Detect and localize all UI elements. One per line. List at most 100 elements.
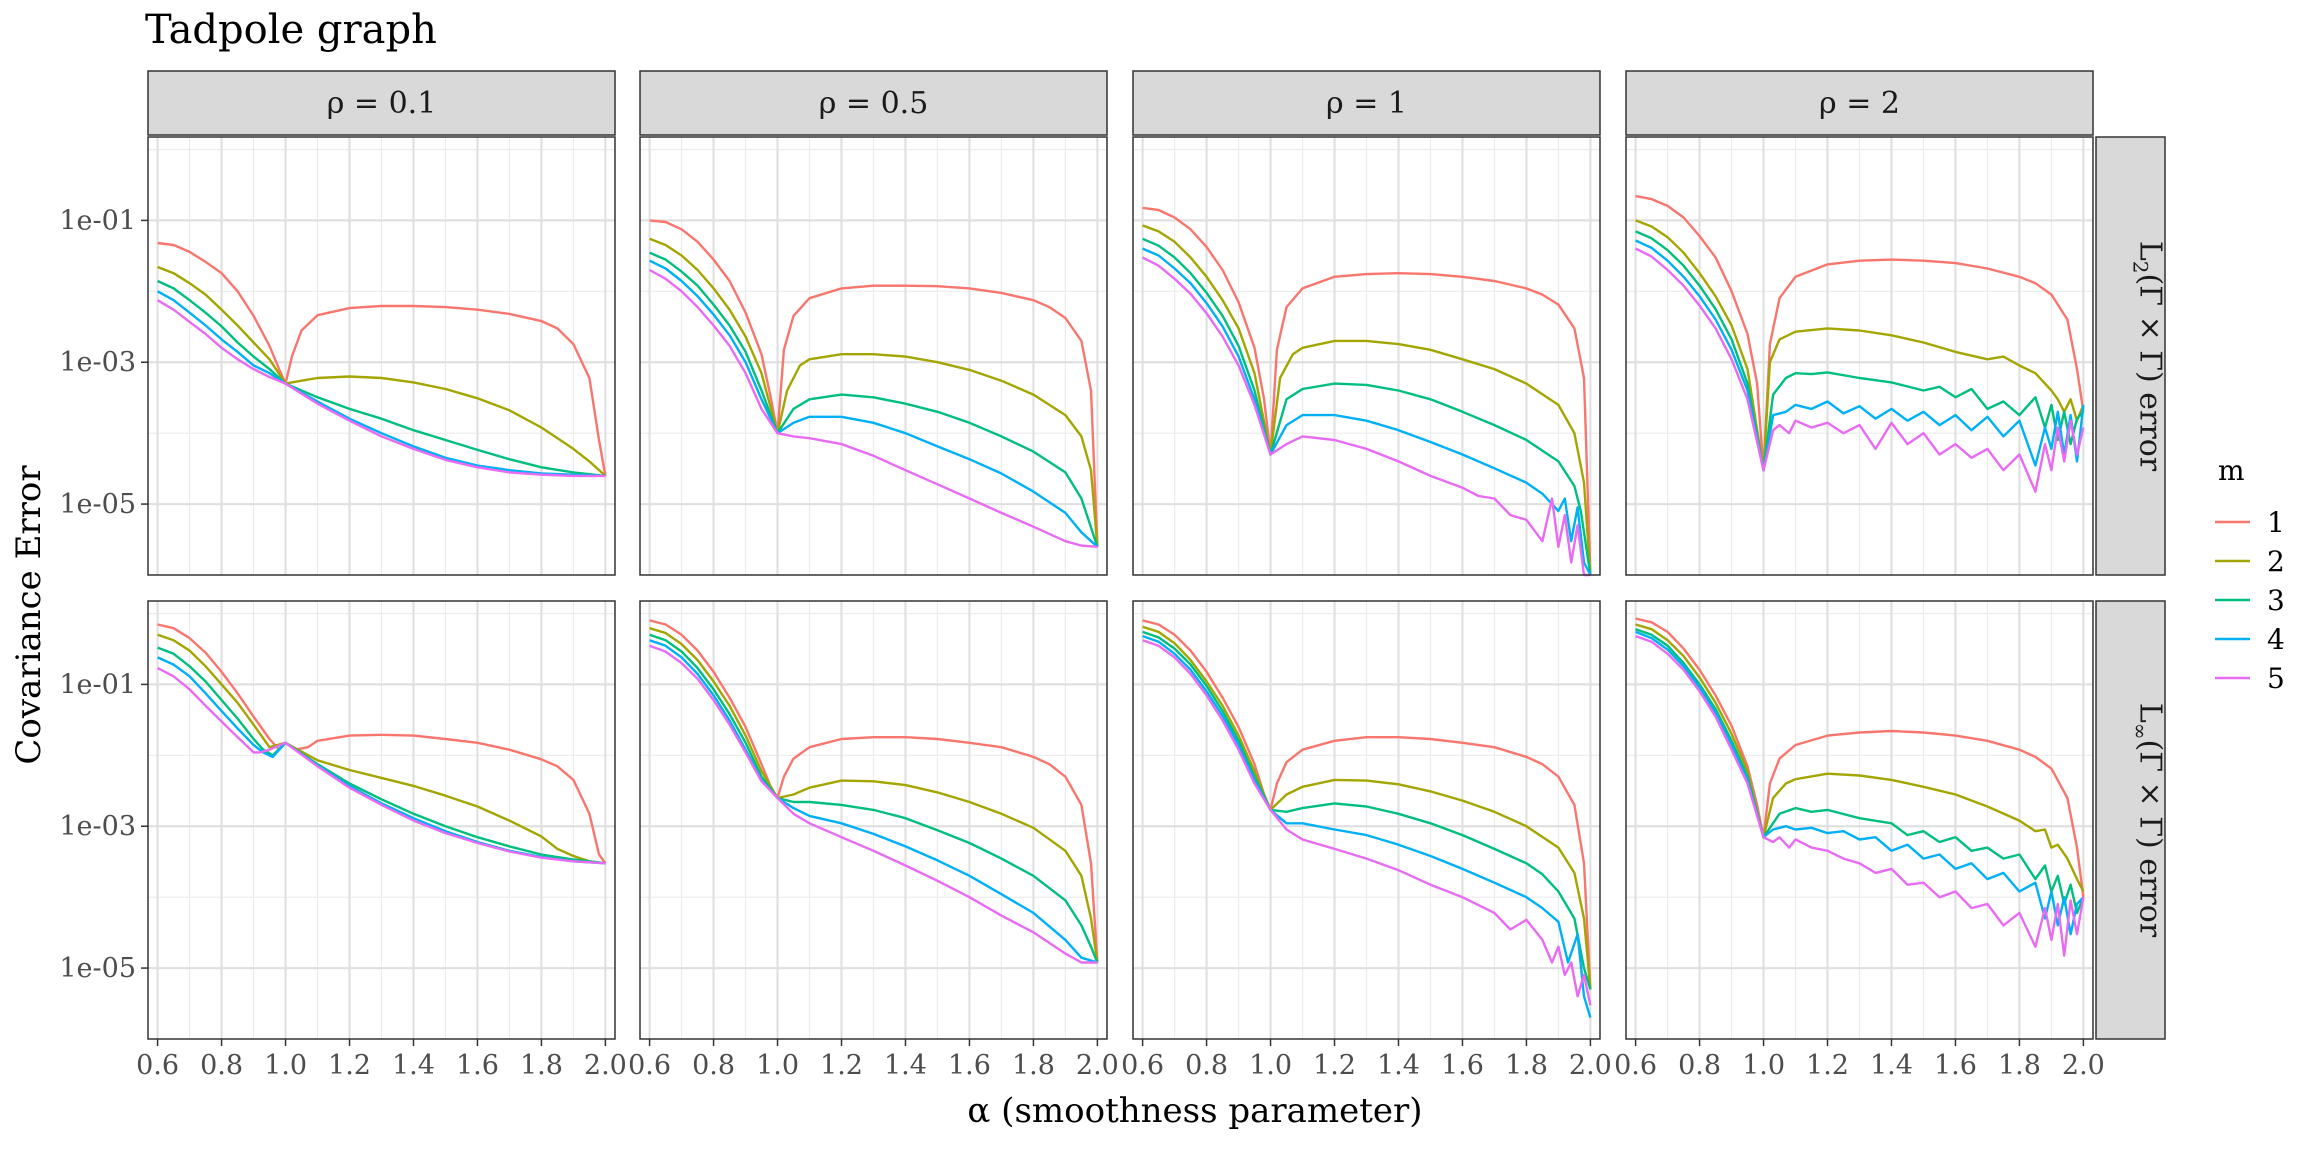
x-tick-label: 2.0 <box>584 1050 627 1081</box>
facet-grid: ρ = 0.1 ρ = 0.5 ρ = 1 ρ = 2 L2(Γ × Γ) error L… <box>59 70 2168 1081</box>
x-tick-label: 1.6 <box>456 1050 499 1081</box>
y-tick-label: 1e-01 <box>59 669 136 700</box>
x-tick-label: 1.8 <box>1998 1050 2041 1081</box>
facet-panel: 1e-01 1e-03 1e-05 0.6 0.8 1.0 1.2 1.4 1.6 1.8 2.0 <box>59 600 627 1081</box>
y-tick-label: 1e-03 <box>59 811 136 842</box>
x-tick-label: 0.8 <box>1185 1050 1228 1081</box>
panel-grid <box>1626 601 2093 1039</box>
series-line-m2 <box>1635 623 2085 893</box>
x-tick-label: 1.4 <box>884 1050 927 1081</box>
series-line-m2 <box>1142 625 1592 990</box>
facet-panel: 1e-01 1e-03 1e-05 <box>59 136 616 576</box>
panel-grid <box>640 137 1107 575</box>
x-tick-label: 0.6 <box>1121 1050 1164 1081</box>
series-line-m3 <box>1142 237 1592 576</box>
column-strip <box>1132 70 1601 136</box>
column-strip <box>147 70 616 136</box>
panel-border <box>147 136 616 576</box>
series-line-m1 <box>1635 194 2085 472</box>
column-strip <box>1625 70 2094 136</box>
series-line-m4 <box>649 259 1099 548</box>
x-tick-label: 0.8 <box>692 1050 735 1081</box>
legend-title: m <box>2218 454 2245 487</box>
x-tick-label: 1.2 <box>1806 1050 1849 1081</box>
series-line-m5 <box>156 299 606 478</box>
series-line-m4 <box>1635 239 2085 472</box>
panel-border <box>639 600 1108 1040</box>
series-line-m3 <box>157 279 606 478</box>
row-strip <box>2095 136 2166 576</box>
panel-border <box>1132 136 1601 576</box>
panel-grid <box>1133 137 1600 575</box>
x-tick-label: 1.2 <box>1313 1050 1356 1081</box>
series-line-m1 <box>649 619 1099 963</box>
series-line-m5 <box>1635 247 2085 493</box>
series-line-m3 <box>649 251 1099 548</box>
x-tick-label: 2.0 <box>2062 1050 2105 1081</box>
x-tick-label: 2.0 <box>1569 1050 1612 1081</box>
panel-border <box>1625 600 2094 1040</box>
column-strip-label: ρ = 0.5 <box>819 86 929 121</box>
column-strip-label: ρ = 1 <box>1326 86 1407 121</box>
facet-panel: 0.6 0.8 1.0 1.2 1.4 1.6 1.8 2.0 <box>1614 600 2105 1081</box>
series-line-m1 <box>649 219 1099 547</box>
series-line-m2 <box>157 633 606 865</box>
series-line-m4 <box>157 290 606 478</box>
y-axis-label: Covariance Error <box>9 465 49 765</box>
panel-grid <box>640 601 1107 1039</box>
x-tick-label: 0.6 <box>628 1050 671 1081</box>
x-tick-label: 1.0 <box>1742 1050 1785 1081</box>
series-line-m5 <box>649 644 1098 964</box>
column-strip <box>639 70 1108 136</box>
series-line-m1 <box>1142 206 1592 576</box>
x-tick-label: 1.8 <box>520 1050 563 1081</box>
facet-panel <box>1132 136 1601 577</box>
x-tick-label: 0.6 <box>1614 1050 1657 1081</box>
series-line-m4 <box>649 639 1098 964</box>
facet-panel <box>1625 136 2094 576</box>
y-tick-label: 1e-01 <box>59 205 136 236</box>
panel-border <box>1625 136 2094 576</box>
chart-title: Tadpole graph <box>145 7 437 53</box>
series-line-m3 <box>1635 230 2085 472</box>
panel-grid <box>1626 137 2093 575</box>
panel-grid <box>1133 601 1600 1039</box>
row-strip-label: L∞(Γ × Γ) error <box>2129 703 2168 938</box>
series-line-m5 <box>1635 634 2085 957</box>
x-tick-label: 0.8 <box>200 1050 243 1081</box>
series-line-m4 <box>1635 630 2085 936</box>
series-line-m2 <box>649 627 1099 963</box>
series-line-m2 <box>1635 219 2085 472</box>
panel-border <box>147 600 616 1040</box>
x-tick-label: 1.4 <box>392 1050 435 1081</box>
series-line-m2 <box>1142 224 1592 576</box>
series-line-m4 <box>1142 634 1592 1019</box>
series-line-m2 <box>157 265 607 477</box>
x-tick-label: 1.0 <box>1249 1050 1292 1081</box>
legend-entry-label: 4 <box>2267 623 2285 656</box>
x-tick-label: 1.6 <box>948 1050 991 1081</box>
legend-entry-label: 1 <box>2267 506 2285 539</box>
series-line-m4 <box>1142 247 1592 576</box>
x-axis-label: α (smoothness parameter) <box>967 1091 1422 1131</box>
legend-entry-label: 2 <box>2267 545 2285 578</box>
series-line-m3 <box>1142 630 1592 990</box>
legend-entry-label: 5 <box>2267 662 2285 695</box>
y-tick-label: 1e-05 <box>59 489 136 520</box>
series-line-m5 <box>649 268 1098 548</box>
x-tick-label: 0.6 <box>136 1050 179 1081</box>
series-line-m5 <box>1142 256 1591 577</box>
column-strip-label: ρ = 0.1 <box>327 86 437 121</box>
legend: m 1 2 3 4 5 <box>2215 454 2285 695</box>
y-tick-label: 1e-05 <box>59 953 136 984</box>
y-tick-label: 1e-03 <box>59 347 136 378</box>
x-tick-label: 1.6 <box>1441 1050 1484 1081</box>
facet-panel <box>639 136 1108 576</box>
series-line-m1 <box>1142 619 1592 990</box>
series-line-m1 <box>1635 617 2085 898</box>
x-tick-label: 1.4 <box>1870 1050 1913 1081</box>
series-line-m1 <box>157 241 607 477</box>
row-strip-label: L2(Γ × Γ) error <box>2129 241 2168 472</box>
facet-panel: 0.6 0.8 1.0 1.2 1.4 1.6 1.8 2.0 <box>1121 600 1612 1081</box>
